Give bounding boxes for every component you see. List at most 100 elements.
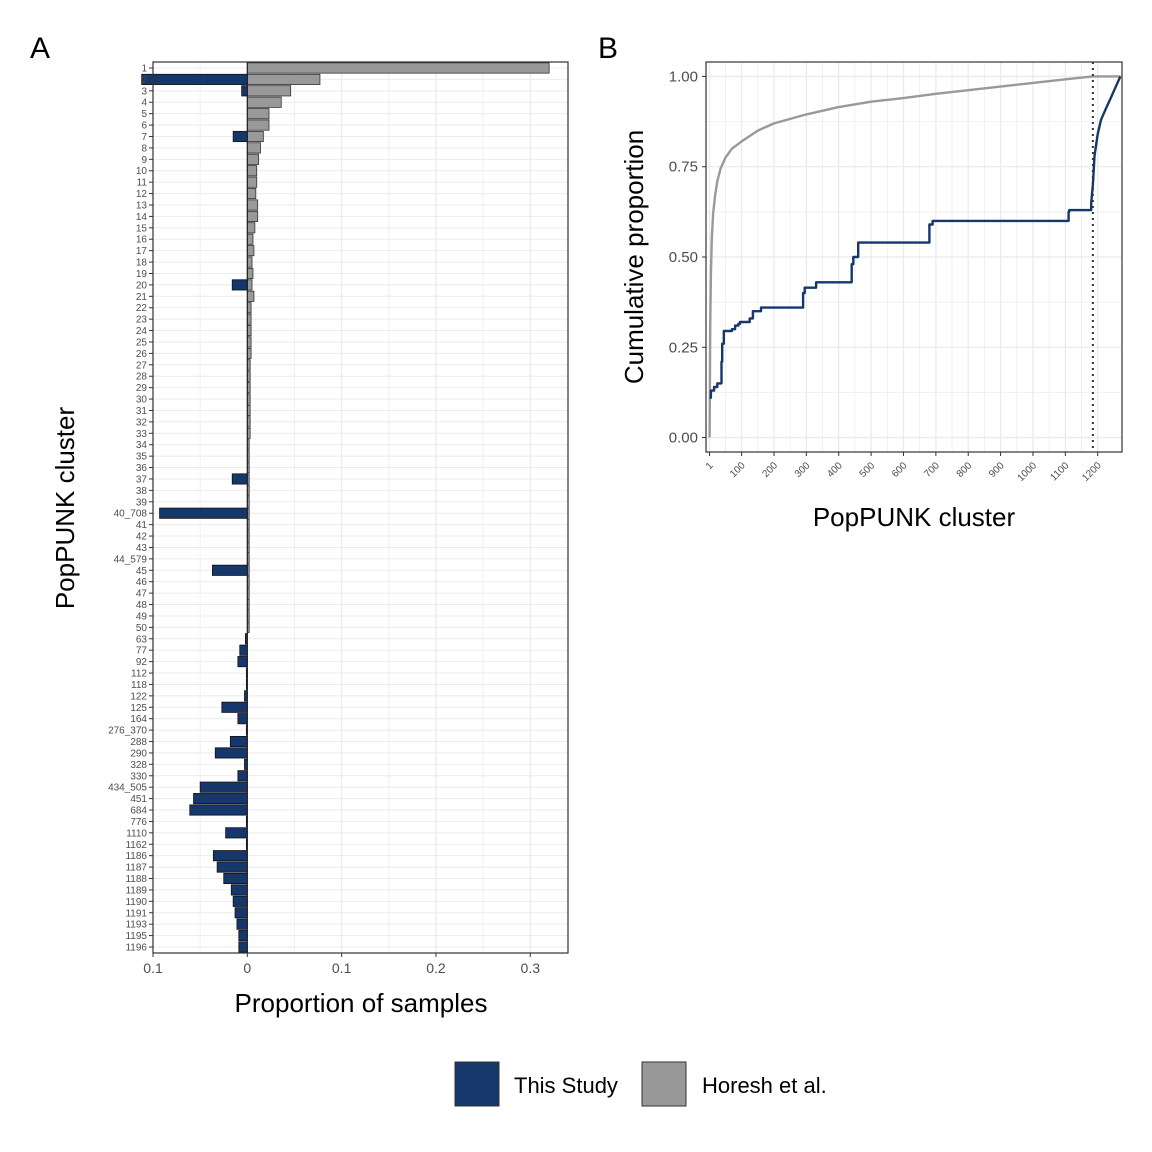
bar-this-study-1188 xyxy=(223,872,248,885)
bar-chart-y-ticks: 1234567891011121314151617181920212223242… xyxy=(108,64,153,954)
bar-chart-y-tick-label: 776 xyxy=(130,817,147,828)
bar-this-study-37 xyxy=(231,473,248,485)
line-chart-y-tick-label: 0.25 xyxy=(669,339,698,356)
bar-this-study-434-505 xyxy=(199,781,248,793)
line-chart-x-tick-label: 1000 xyxy=(1016,460,1040,484)
bar-chart-panel: 1234567891011121314151617181920212223242… xyxy=(50,61,569,1018)
line-chart-y-tick-label: 1.00 xyxy=(669,68,698,85)
bar-chart-y-tick-label: 112 xyxy=(131,669,147,680)
bar-horesh-15 xyxy=(246,222,256,234)
line-chart-lines xyxy=(708,62,1122,452)
bar-chart-y-tick-label: 1187 xyxy=(125,863,147,874)
line-chart-x-tick-label: 1 xyxy=(704,460,716,472)
bar-chart-y-tick-label: 1186 xyxy=(125,851,147,862)
bar-horesh-5 xyxy=(246,108,270,120)
bar-chart-y-tick-label: 9 xyxy=(141,155,147,166)
bar-chart-y-tick-label: 29 xyxy=(136,383,148,394)
panel-b-label: B xyxy=(598,32,618,65)
bar-chart-y-tick-label: 118 xyxy=(131,680,147,691)
bar-this-study-7 xyxy=(232,130,248,143)
bar-horesh-10 xyxy=(246,165,258,177)
bar-horesh-19 xyxy=(246,267,254,280)
bar-chart-y-tick-label: 77 xyxy=(136,646,148,657)
bar-chart-y-tick-label: 28 xyxy=(136,372,148,383)
bar-this-study-1195 xyxy=(238,930,248,942)
line-chart-y-ticks: 0.00 0.25 0.50 0.75 1.00 xyxy=(669,68,706,447)
bar-chart-y-tick-label: 7 xyxy=(141,132,147,143)
bar-this-study-290 xyxy=(214,747,248,759)
bar-horesh-21 xyxy=(246,290,255,302)
bar-this-study-20 xyxy=(231,279,248,291)
bar-this-study-1193 xyxy=(236,918,248,930)
bar-chart-y-tick-label: 24 xyxy=(136,326,148,337)
bar-chart-y-tick-label: 46 xyxy=(136,577,148,588)
line-chart-x-tick-label: 600 xyxy=(890,460,910,480)
bar-this-study-125 xyxy=(221,701,248,713)
line-chart-x-tick-label: 300 xyxy=(793,460,813,480)
bar-horesh-17 xyxy=(246,245,255,257)
line-chart-panel: 0.000.250.500.751.00 1 100 200 300 400 500 600… xyxy=(619,61,1123,532)
bar-chart-y-tick-label: 48 xyxy=(136,600,148,611)
bar-chart-y-tick-label: 36 xyxy=(136,463,148,474)
bar-chart-y-tick-label: 41 xyxy=(136,520,148,531)
bar-horesh-3 xyxy=(246,85,292,97)
bar-chart-y-tick-label: 11 xyxy=(137,178,148,189)
bar-horesh-1 xyxy=(246,62,550,74)
bar-chart-y-tick-label: 434_505 xyxy=(108,783,147,794)
bar-chart-y-tick-label: 1162 xyxy=(125,840,147,851)
bar-this-study-2 xyxy=(141,73,248,85)
bar-this-study-1189 xyxy=(230,884,248,896)
bar-this-study-684 xyxy=(189,804,248,816)
panel-a-label: A xyxy=(30,32,50,65)
bar-this-study-1187 xyxy=(216,861,248,873)
bar-chart-y-tick-label: 122 xyxy=(130,691,147,702)
bar-chart-y-tick-label: 164 xyxy=(130,714,147,725)
bar-chart-y-tick-label: 8 xyxy=(141,143,147,154)
bar-chart-y-tick-label: 5 xyxy=(141,109,147,120)
bar-this-study-330 xyxy=(237,770,248,782)
bar-chart-y-tick-label: 27 xyxy=(136,360,148,371)
bar-chart-y-tick-label: 31 xyxy=(136,406,148,417)
bar-chart-y-tick-label: 38 xyxy=(136,486,148,497)
line-chart-grid xyxy=(706,62,1122,452)
bar-chart-y-tick-label: 47 xyxy=(136,589,148,600)
bar-chart-y-tick-label: 328 xyxy=(130,760,147,771)
bar-chart-frame xyxy=(152,61,569,954)
bar-chart-x-tick-label: 0.2 xyxy=(426,960,446,976)
legend-swatch-this-study xyxy=(454,1061,500,1107)
line-chart-x-tick-label: 1100 xyxy=(1048,460,1071,483)
line-chart-x-tick-label: 800 xyxy=(955,460,975,480)
bar-this-study-92 xyxy=(237,656,248,668)
bar-chart-y-tick-label: 1193 xyxy=(125,920,147,931)
bar-chart-x-tick-label: 0.1 xyxy=(332,960,352,976)
bar-chart-y-tick-label: 92 xyxy=(136,657,148,668)
bar-horesh-4 xyxy=(246,96,282,108)
line-chart-x-tick-label: 500 xyxy=(858,460,878,480)
bar-chart-y-tick-label: 1189 xyxy=(125,885,147,896)
bar-chart-y-tick-label: 39 xyxy=(136,497,148,508)
bar-chart-y-tick-label: 1110 xyxy=(126,828,147,839)
line-chart-x-tick-label: 200 xyxy=(761,460,781,480)
bar-chart-y-tick-label: 6 xyxy=(141,121,147,132)
bar-chart-y-tick-label: 290 xyxy=(130,748,147,759)
bar-horesh-16 xyxy=(246,233,254,245)
bar-this-study-1191 xyxy=(234,907,248,919)
bar-chart-y-tick-label: 4 xyxy=(141,98,147,109)
bar-horesh-20 xyxy=(246,279,253,291)
bar-chart-y-tick-label: 20 xyxy=(136,280,148,291)
bar-this-study-45 xyxy=(212,564,248,576)
bar-this-study-1186 xyxy=(212,850,248,862)
bar-chart-y-tick-label: 1196 xyxy=(125,943,147,954)
bar-chart-y-tick-label: 63 xyxy=(136,634,148,645)
bar-chart-y-tick-label: 13 xyxy=(136,200,148,211)
bar-chart-x-ticks: 0.1 0 0.1 0.2 0.3 xyxy=(143,953,540,976)
bar-horesh-8 xyxy=(246,142,261,154)
line-chart-x-ticks: 1 100 200 300 400 500 600 700 800 900 1000 1100 1200 xyxy=(704,452,1104,484)
bar-chart-y-tick-label: 451 xyxy=(130,794,147,805)
bar-horesh-13 xyxy=(246,199,259,211)
line-chart-x-tick-label: 1200 xyxy=(1080,460,1104,484)
bar-chart-y-tick-label: 288 xyxy=(130,737,147,748)
bar-this-study-1196 xyxy=(238,941,248,953)
bar-chart-y-axis-title: PopPUNK cluster xyxy=(50,407,80,610)
